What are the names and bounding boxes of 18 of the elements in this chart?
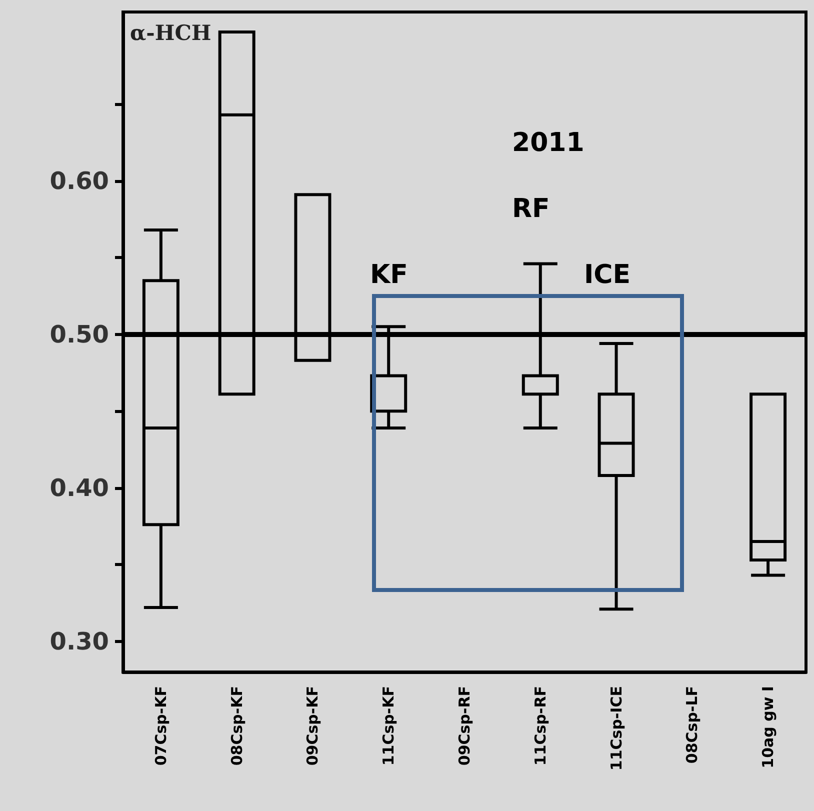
x-tick-label: 08Csp-KF [228,686,246,766]
annotation: ICE [584,260,631,290]
y-tick-label: 0.50 [50,320,109,348]
x-tick-label: 11Csp-KF [380,686,398,766]
y-tick-label: 0.40 [50,474,109,502]
annotation: KF [370,260,408,290]
x-tick-label: 08Csp-LF [683,686,702,764]
chart-title: α-HCH [130,20,212,45]
x-tick-label: 09Csp-RF [456,686,474,766]
y-tick-label: 0.60 [50,166,109,195]
x-tick-label: 09Csp-KF [304,686,322,766]
x-tick-label: 07Csp-KF [152,686,170,766]
annotation: 2011 [512,128,584,158]
y-tick-label: 0.30 [50,627,109,656]
x-tick-label: 10ag gw I [759,686,778,768]
x-tick-label: 11Csp-RF [531,686,550,766]
x-tick-label: 11Csp-ICE [607,686,626,771]
annotation: RF [512,194,550,224]
